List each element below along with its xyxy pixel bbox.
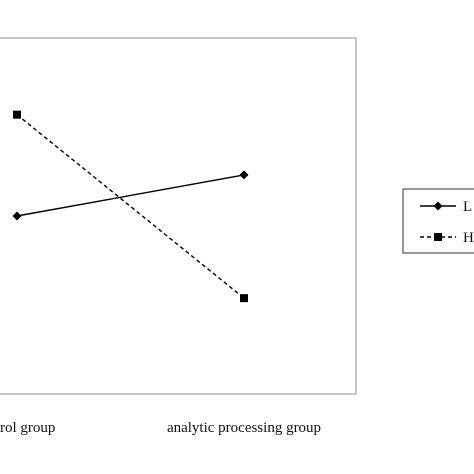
series-line-h [16,114,245,299]
point-l-0 [12,211,22,221]
point-l-1 [239,170,249,180]
point-h-0 [13,110,21,119]
point-h-1 [240,294,248,303]
legend-label-h: H [463,230,474,246]
legend-marker-h [434,233,442,241]
x-tick-label-0: rol group [0,420,55,436]
legend-marker-l [433,201,443,211]
x-axis-ticks: rol group analytic processing group [0,420,321,436]
series-line-l [16,174,245,217]
legend-frame [402,188,474,254]
legend: L H [402,188,474,254]
series-layer [12,110,249,303]
plot-area-frame [0,37,357,395]
legend-label-l: L [463,199,472,215]
x-tick-label-1: analytic processing group [167,420,321,436]
